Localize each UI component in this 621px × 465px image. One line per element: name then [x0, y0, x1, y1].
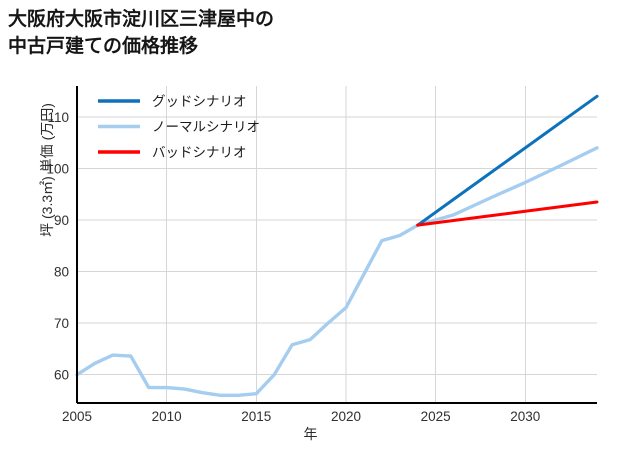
x-tick-label: 2010 [152, 409, 182, 424]
series-line-normal [75, 146, 599, 397]
legend-label: グッドシナリオ [152, 94, 247, 109]
gridlines-group [77, 86, 597, 403]
series-line-bad [416, 200, 599, 227]
x-tick-label: 2005 [62, 409, 92, 424]
axes-group [76, 86, 597, 404]
x-axis-label: 年 [303, 426, 318, 442]
x-tick-label: 2025 [421, 409, 451, 424]
y-tick-label: 110 [47, 110, 69, 125]
y-tick-label: 80 [54, 265, 69, 280]
y-axis-label: 坪 (3.3㎡) 単価 (万円) [39, 103, 55, 237]
legend-label: バッドシナリオ [152, 145, 247, 160]
x-tick-labels: 2005 2010 2015 2020 2025 2030 [62, 409, 540, 424]
x-tick-label: 2015 [241, 409, 271, 424]
x-tick-label: 2030 [510, 409, 540, 424]
legend-label: ノーマルシナリオ [152, 120, 260, 135]
chart-title: 大阪府大阪市淀川区三津屋中の 中古戸建ての価格推移 [8, 9, 275, 57]
x-tick-label: 2020 [331, 409, 361, 424]
y-tick-label: 90 [54, 213, 69, 228]
y-tick-label: 70 [54, 316, 69, 331]
series-group [75, 94, 599, 397]
y-tick-label: 60 [54, 368, 69, 383]
series-line-good [416, 94, 599, 227]
y-tick-labels: 60 70 80 90 100 110 [46, 110, 69, 383]
y-tick-label: 100 [46, 161, 69, 176]
